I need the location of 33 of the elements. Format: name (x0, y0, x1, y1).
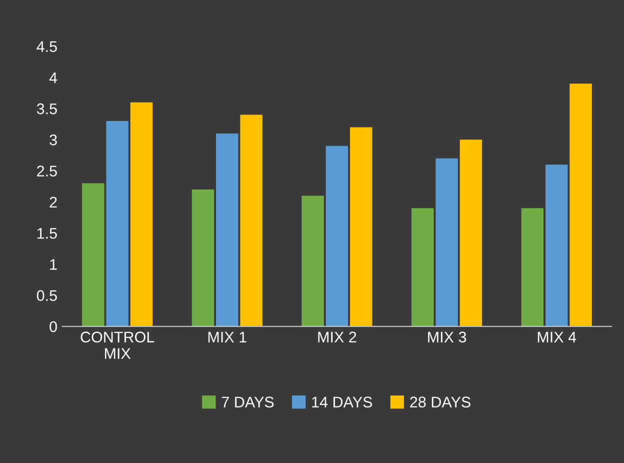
y-tick-label: 0 (50, 321, 57, 332)
bar (82, 183, 104, 326)
bar (130, 102, 153, 326)
bar (106, 120, 128, 326)
bar (436, 158, 458, 326)
x-tick-label: MIX 3 (428, 332, 466, 342)
bar (350, 127, 372, 326)
y-tick-label: 1.5 (37, 228, 57, 239)
legend-label: 14 DAYS (312, 396, 372, 408)
bar (302, 196, 324, 326)
bar (460, 140, 482, 326)
legend-label: 28 DAYS (410, 396, 470, 408)
y-tick-label: 4 (49, 72, 58, 83)
bar (545, 164, 568, 326)
y-tick-label: 4.5 (36, 41, 57, 52)
y-tick-label: 0.5 (36, 290, 57, 301)
y-tick-label: 2 (50, 196, 57, 208)
bar (521, 208, 544, 326)
bar (412, 208, 434, 326)
x-tick-label: MIX 1 (208, 332, 246, 342)
bar (216, 133, 238, 326)
x-tick-label: MIX 4 (538, 332, 576, 342)
bar (326, 146, 348, 326)
y-tick-label: 1 (50, 259, 57, 270)
bar (192, 189, 214, 326)
y-tick-label: 2.5 (37, 166, 57, 176)
legend-label: 7 DAYS (222, 396, 274, 408)
y-tick-label: 3 (50, 134, 57, 146)
bar (570, 84, 592, 326)
bar (240, 114, 262, 326)
y-tick-label: 3.5 (36, 103, 57, 114)
x-tick-label: MIX 2 (318, 332, 356, 342)
x-tick-label: CONTROL MIX (80, 332, 154, 359)
